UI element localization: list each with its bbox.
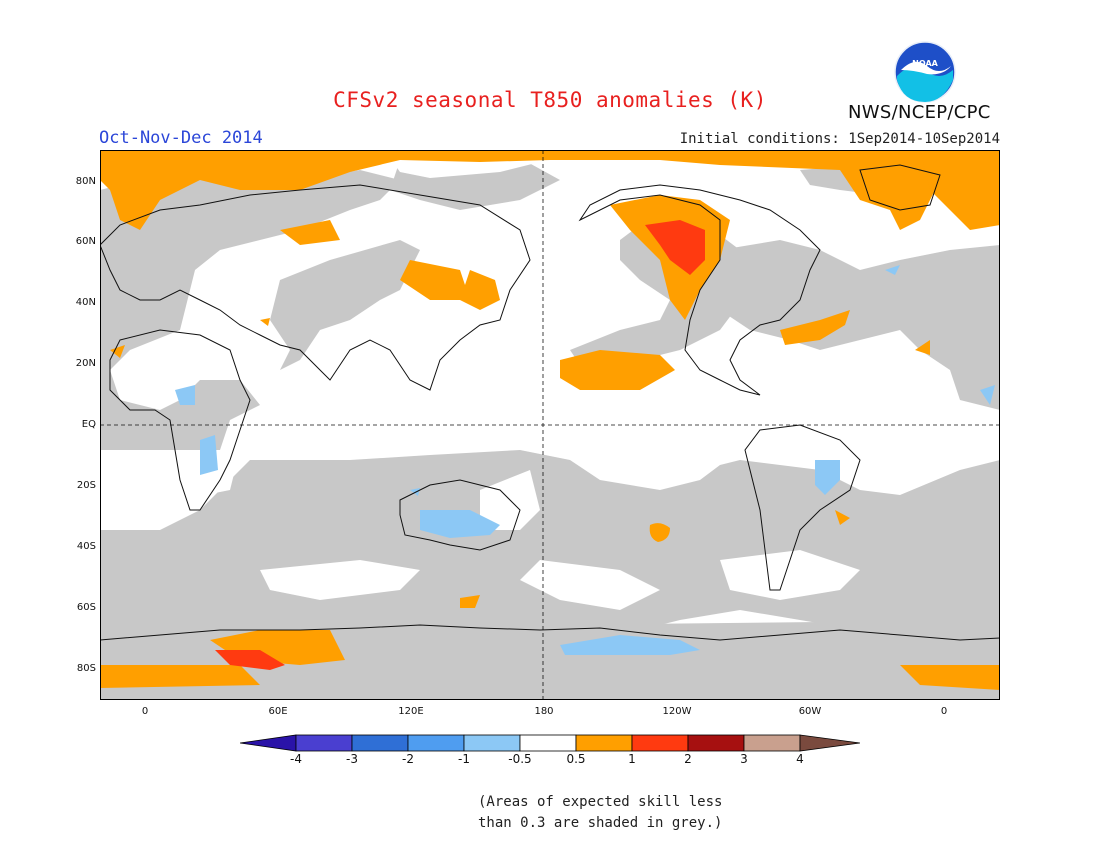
anomaly-map xyxy=(100,150,1000,700)
lat-label-60n: 60N xyxy=(75,236,96,247)
legend-label: 0.5 xyxy=(566,752,586,766)
lat-label-80s: 80S xyxy=(76,663,96,674)
legend-label: 3 xyxy=(740,752,748,766)
legend-swatch-2-3 xyxy=(687,734,745,752)
lat-label-20s: 20S xyxy=(76,480,96,491)
legend-swatch-2-1 xyxy=(407,734,465,752)
lon-label-60w: 60W xyxy=(798,706,822,717)
lat-label-40n: 40N xyxy=(75,297,96,308)
legend-label: -1 xyxy=(458,752,470,766)
agency-label: NWS/NCEP/CPC xyxy=(848,102,991,123)
strong-warm-anomaly-areas xyxy=(215,220,705,670)
legend-swatch-1-2 xyxy=(631,734,689,752)
skill-note: (Areas of expected skill less than 0.3 a… xyxy=(478,792,722,834)
warm-anomaly-areas xyxy=(100,150,1000,690)
cool-anomaly-areas xyxy=(175,265,995,655)
legend-label: 2 xyxy=(684,752,692,766)
lat-label-60s: 60S xyxy=(76,602,96,613)
noaa-logo-icon: NOAA xyxy=(894,41,956,103)
legend-label: -3 xyxy=(346,752,358,766)
lat-label-80n: 80N xyxy=(75,176,96,187)
legend-swatch-3-2 xyxy=(351,734,409,752)
map-title: CFSv2 seasonal T850 anomalies (K) xyxy=(333,88,767,112)
legend-swatch-below-4 xyxy=(240,734,297,752)
lat-label-eq: EQ xyxy=(81,419,96,430)
initial-conditions-label: Initial conditions: 1Sep2014-10Sep2014 xyxy=(679,131,1000,147)
legend-swatch-3-4 xyxy=(743,734,801,752)
legend-label: -0.5 xyxy=(508,752,532,766)
legend-swatch-1-05 xyxy=(463,734,521,752)
lon-label-0-east: 0 xyxy=(940,706,948,717)
lon-label-120e: 120E xyxy=(398,706,424,717)
legend-swatch-4-3 xyxy=(295,734,353,752)
season-label: Oct-Nov-Dec 2014 xyxy=(99,128,263,148)
legend-swatch-above-4 xyxy=(799,734,860,752)
logo-text: NOAA xyxy=(912,59,938,68)
legend-label: 1 xyxy=(628,752,636,766)
legend-swatch-05-1 xyxy=(575,734,633,752)
legend-swatch-neutral xyxy=(519,734,577,752)
color-legend xyxy=(240,734,860,752)
lat-label-20n: 20N xyxy=(75,358,96,369)
lon-label-180: 180 xyxy=(534,706,554,717)
skill-note-line-2: than 0.3 are shaded in grey.) xyxy=(478,815,723,831)
legend-label: -2 xyxy=(402,752,414,766)
coastlines xyxy=(100,164,1000,641)
legend-label: 4 xyxy=(796,752,804,766)
lon-label-0: 0 xyxy=(141,706,149,717)
lon-label-120w: 120W xyxy=(662,706,692,717)
skill-note-line-1: (Areas of expected skill less xyxy=(478,794,723,810)
lon-label-60e: 60E xyxy=(268,706,288,717)
lat-label-40s: 40S xyxy=(76,541,96,552)
legend-label: -4 xyxy=(290,752,302,766)
